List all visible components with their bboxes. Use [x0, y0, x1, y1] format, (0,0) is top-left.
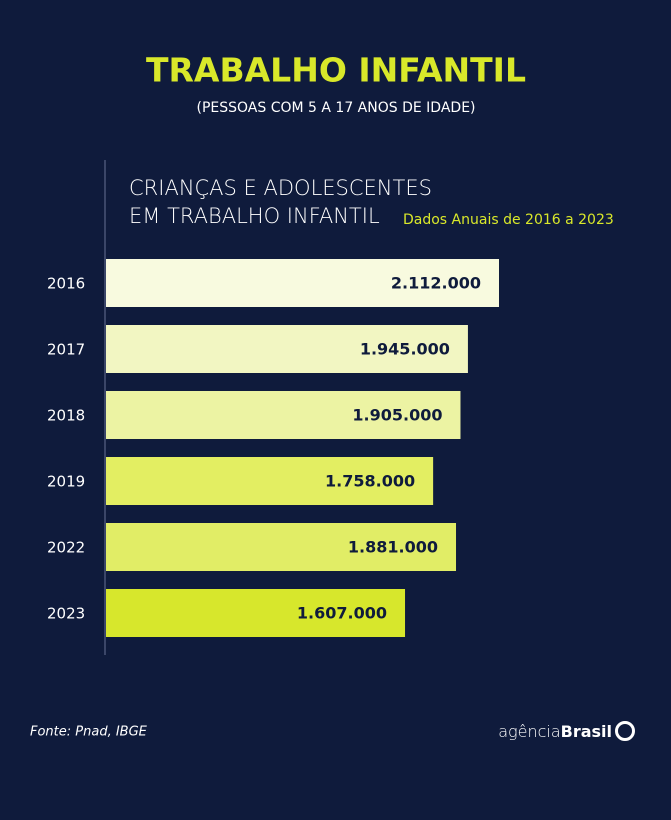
bar — [106, 325, 468, 373]
note: Dados Anuais de 2016 a 2023 — [403, 212, 614, 228]
y-tick-label: 2022 — [47, 539, 85, 557]
value-label: 1.881.000 — [348, 538, 438, 557]
section-title: CRIANÇAS E ADOLESCENTES — [129, 176, 432, 200]
chart-title: TRABALHO INFANTIL — [146, 51, 526, 90]
bar — [106, 589, 406, 637]
logo-icon — [615, 721, 635, 741]
value-label: 1.607.000 — [297, 604, 387, 623]
y-tick-label: 2017 — [47, 341, 85, 359]
value-label: 1.905.000 — [352, 406, 442, 425]
chart-subtitle: (PESSOAS COM 5 A 17 ANOS DE IDADE) — [197, 100, 476, 116]
section-title: EM TRABALHO INFANTIL — [129, 204, 380, 228]
bar — [106, 457, 434, 505]
logo: agênciaBrasil — [498, 722, 612, 741]
y-tick-label: 2023 — [47, 605, 85, 623]
source: Fonte: Pnad, IBGE — [30, 725, 148, 740]
value-label: 2.112.000 — [391, 274, 481, 293]
bar — [106, 391, 461, 439]
logo-text: Brasil — [561, 722, 612, 741]
logo-text: agência — [498, 722, 560, 741]
bar — [106, 259, 499, 307]
value-label: 1.945.000 — [360, 340, 450, 359]
bar — [106, 523, 457, 571]
y-tick-label: 2018 — [47, 407, 85, 425]
y-tick-label: 2019 — [47, 473, 85, 491]
value-label: 1.758.000 — [325, 472, 415, 491]
y-tick-label: 2016 — [47, 275, 85, 293]
